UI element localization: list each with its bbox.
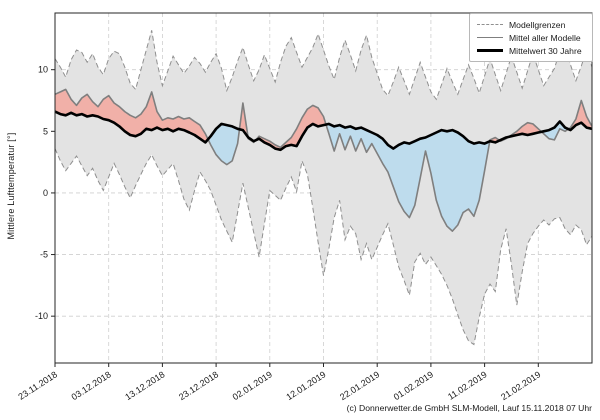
legend-item-model-mean: Mittel aller Modelle <box>477 31 586 44</box>
y-tick-label: -5 <box>40 250 48 260</box>
x-tick-label: 03.12.2018 <box>70 369 113 402</box>
legend-item-30y-mean: Mittelwert 30 Jahre <box>477 44 586 57</box>
mean30-line <box>54 110 593 152</box>
dashed-line-icon <box>477 24 503 25</box>
y-tick-label: 5 <box>43 126 48 136</box>
x-tick-label: 23.12.2018 <box>177 369 220 402</box>
x-tick-label: 02.01.2019 <box>231 369 274 402</box>
legend-label: Mittelwert 30 Jahre <box>509 45 582 56</box>
fill-below-mean <box>55 111 592 232</box>
model-bounds-upper-line <box>54 30 593 101</box>
black-line-icon <box>477 49 503 52</box>
x-tick-label: 22.01.2019 <box>338 369 381 402</box>
legend-label: Mittel aller Modelle <box>509 32 581 43</box>
model-bounds-band <box>55 30 592 345</box>
x-tick-label: 12.01.2019 <box>284 369 327 402</box>
fill-above-mean <box>55 89 592 150</box>
copyright-caption: (c) Donnerwetter.de GmbH SLM-Modell, Lau… <box>346 403 592 413</box>
gray-line-icon <box>477 37 503 38</box>
x-tick-label: 13.12.2018 <box>123 369 166 402</box>
y-tick-label: 10 <box>38 65 48 75</box>
legend-label: Modellgrenzen <box>509 19 566 30</box>
legend: Modellgrenzen Mittel aller Modelle Mitte… <box>469 13 593 62</box>
legend-item-model-bounds: Modellgrenzen <box>477 18 586 31</box>
model-bounds-lower-line <box>54 148 593 346</box>
x-tick-label: 23.11.2018 <box>16 369 59 402</box>
y-tick-label: -10 <box>35 311 48 321</box>
y-axis-label: Mittlere Lufttemperatur [°] <box>6 132 16 240</box>
x-tick-label: 21.02.2019 <box>499 369 542 402</box>
x-tick-label: 11.02.2019 <box>446 369 489 402</box>
x-tick-label: 01.02.2019 <box>392 369 435 402</box>
y-tick-label: 0 <box>43 188 48 198</box>
